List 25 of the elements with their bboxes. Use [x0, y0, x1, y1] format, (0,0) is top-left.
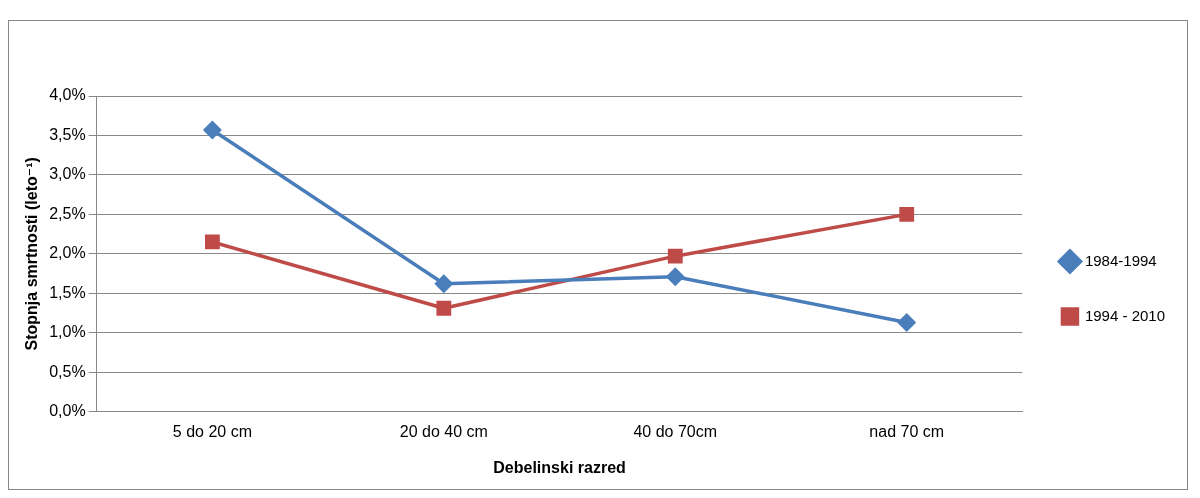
- y-axis-title: Stopnja smrtnosti (leto⁻¹): [23, 157, 41, 351]
- point: [666, 267, 685, 286]
- point: [667, 248, 683, 264]
- y-tick-label: 2,0%: [49, 244, 86, 262]
- point: [899, 206, 915, 222]
- legend-label: 1994 - 2010: [1084, 306, 1166, 324]
- point: [897, 313, 916, 332]
- y-tick-label: 3,5%: [49, 125, 86, 143]
- y-tick-label: 4,0%: [49, 86, 86, 104]
- x-tick-label: 5 do 20 cm: [172, 422, 252, 440]
- y-tick-label: 1,0%: [49, 323, 86, 341]
- x-tick-label: 40 do 70cm: [633, 422, 718, 440]
- y-tick-label: 2,5%: [49, 204, 86, 222]
- point: [204, 234, 220, 250]
- x-axis-title: Debelinski razred: [493, 458, 626, 476]
- x-tick-label: 20 do 40 cm: [399, 422, 488, 440]
- y-tick-label: 0,5%: [49, 362, 86, 380]
- x-tick-label: nad 70 cm: [869, 422, 945, 440]
- point: [203, 121, 222, 139]
- point: [435, 275, 453, 293]
- y-tick-label: 1,5%: [49, 283, 86, 301]
- y-tick-label: 0,0%: [49, 402, 86, 420]
- y-tick-label: 3,0%: [49, 165, 86, 183]
- point: [436, 300, 452, 316]
- legend-label: 1984-1994: [1084, 251, 1157, 269]
